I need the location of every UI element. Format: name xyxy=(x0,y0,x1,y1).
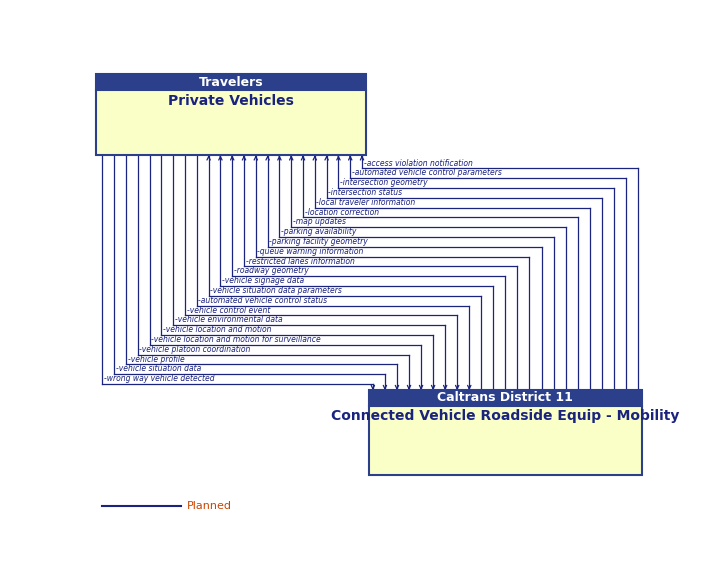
Bar xyxy=(369,390,642,406)
Text: Planned: Planned xyxy=(187,502,232,512)
Text: Connected Vehicle Roadside Equip - Mobility: Connected Vehicle Roadside Equip - Mobil… xyxy=(331,409,680,423)
Text: -wrong way vehicle detected: -wrong way vehicle detected xyxy=(104,374,215,383)
Text: -parking facility geometry: -parking facility geometry xyxy=(269,237,368,246)
Text: Travelers: Travelers xyxy=(199,76,264,89)
Text: -restricted lanes information: -restricted lanes information xyxy=(246,256,354,266)
Text: -automated vehicle control status: -automated vehicle control status xyxy=(198,296,328,305)
Text: -parking availability: -parking availability xyxy=(281,227,356,236)
Text: -vehicle environmental data: -vehicle environmental data xyxy=(175,315,282,325)
Text: -queue warning information: -queue warning information xyxy=(257,247,364,256)
Text: -intersection status: -intersection status xyxy=(328,188,402,197)
Text: -automated vehicle control parameters: -automated vehicle control parameters xyxy=(352,168,502,178)
Text: -map updates: -map updates xyxy=(293,218,346,226)
Text: -intersection geometry: -intersection geometry xyxy=(340,178,428,187)
Text: -roadway geometry: -roadway geometry xyxy=(234,266,308,275)
Text: -vehicle profile: -vehicle profile xyxy=(127,355,184,363)
Text: -vehicle location and motion for surveillance: -vehicle location and motion for surveil… xyxy=(151,335,321,344)
Text: -access violation notification: -access violation notification xyxy=(364,159,472,168)
Text: -vehicle signage data: -vehicle signage data xyxy=(222,276,304,285)
Text: -location correction: -location correction xyxy=(305,208,379,216)
Text: -vehicle control event: -vehicle control event xyxy=(186,306,270,315)
Text: -vehicle situation data parameters: -vehicle situation data parameters xyxy=(210,286,342,295)
Text: -vehicle location and motion: -vehicle location and motion xyxy=(163,325,271,334)
Text: Caltrans District 11: Caltrans District 11 xyxy=(438,391,573,405)
Bar xyxy=(96,90,366,155)
Text: Private Vehicles: Private Vehicles xyxy=(168,93,294,108)
Bar xyxy=(369,406,642,475)
Bar xyxy=(96,75,366,90)
Text: -local traveler information: -local traveler information xyxy=(316,198,415,207)
Text: -vehicle situation data: -vehicle situation data xyxy=(116,365,201,373)
Text: -vehicle platoon coordination: -vehicle platoon coordination xyxy=(140,345,251,354)
